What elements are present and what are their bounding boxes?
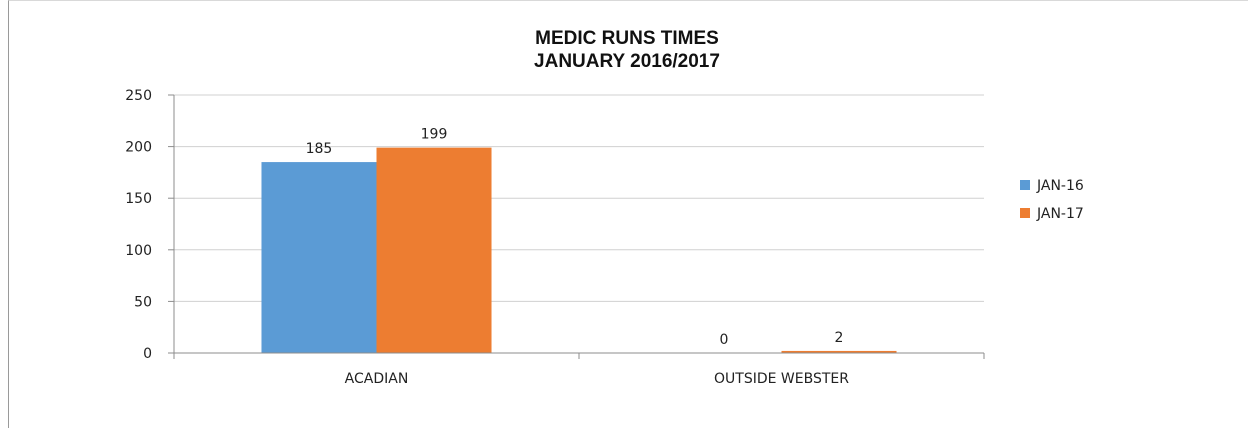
legend: JAN-16 JAN-17: [1020, 178, 1084, 222]
bar: [781, 350, 897, 353]
chart-title: MEDIC RUNS TIMES: [535, 28, 719, 49]
legend-label: JAN-17: [1036, 206, 1084, 222]
chart-subtitle: JANUARY 2016/2017: [534, 51, 720, 72]
data-labels: 185 199 0 2: [306, 127, 844, 348]
y-tick-label: 50: [134, 294, 152, 310]
y-tick-label: 150: [125, 191, 152, 207]
x-category-label: OUTSIDE WEBSTER: [714, 371, 849, 387]
x-axis: ACADIAN OUTSIDE WEBSTER: [173, 352, 985, 387]
x-category-label: ACADIAN: [345, 371, 409, 387]
bar: [261, 162, 377, 353]
bars: [261, 147, 897, 353]
bar: [376, 147, 492, 353]
legend-swatch: [1020, 180, 1030, 190]
data-label: 2: [835, 330, 844, 346]
legend-label: JAN-16: [1036, 178, 1084, 194]
data-label: 185: [306, 141, 333, 157]
y-tick-label: 0: [143, 346, 152, 362]
legend-swatch: [1020, 208, 1030, 218]
y-tick-label: 200: [125, 140, 152, 156]
chart-frame: [8, 0, 1248, 428]
y-tick-label: 250: [125, 88, 152, 104]
data-label: 0: [720, 332, 729, 348]
y-tick-label: 100: [125, 243, 152, 259]
y-axis: 0 50 100 150 200 250: [125, 88, 175, 362]
data-label: 199: [421, 127, 448, 143]
